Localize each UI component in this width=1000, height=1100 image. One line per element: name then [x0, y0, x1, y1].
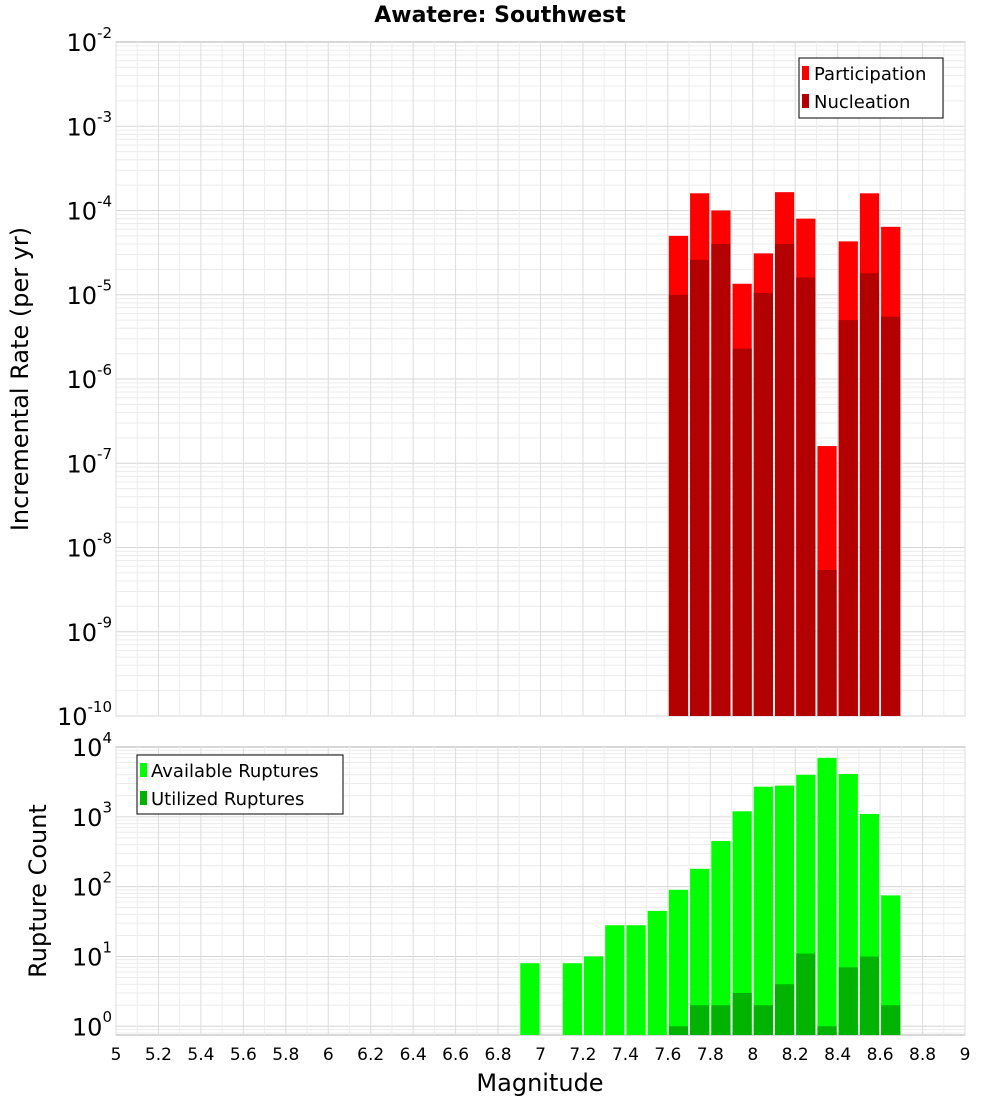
legend-utilized-label: Utilized Ruptures — [151, 789, 304, 810]
bar-available-ruptures — [711, 841, 731, 1035]
x-tick-label: 6.8 — [485, 1045, 512, 1065]
bar-nucleation — [690, 259, 710, 716]
rupture-count-panel: 100 101 102 103 104 5 5.2 5.4 5.6 5.8 6 6.2 6.4 6.6 6… — [24, 729, 970, 1097]
bar-utilized-ruptures — [881, 1005, 901, 1035]
bar-nucleation — [859, 273, 880, 716]
bar-nucleation — [732, 348, 752, 716]
x-tick-label: 7.2 — [569, 1045, 596, 1065]
x-tick-label: 8.2 — [782, 1045, 809, 1065]
bar-nucleation — [774, 244, 795, 717]
y-tick-label: 10-3 — [66, 108, 112, 141]
bar-utilized-ruptures — [753, 1005, 773, 1035]
x-tick-label: 7.8 — [697, 1045, 724, 1065]
legend-participation-label: Participation — [814, 64, 926, 85]
x-axis-label: Magnitude — [476, 1069, 603, 1097]
bottom-bars — [520, 757, 901, 1035]
bar-available-ruptures — [753, 786, 773, 1035]
top-gridlines — [115, 42, 966, 717]
x-tick-label: 7.6 — [654, 1045, 681, 1065]
top-y-axis-label: Incremental Rate (per yr) — [6, 227, 34, 531]
bar-available-ruptures — [562, 963, 582, 1035]
bar-available-ruptures — [647, 910, 667, 1035]
y-tick-label: 10-9 — [66, 614, 112, 647]
y-tick-label: 102 — [72, 868, 112, 901]
bar-available-ruptures — [817, 757, 837, 1035]
x-tick-label: 8.8 — [909, 1045, 936, 1065]
bar-nucleation — [668, 294, 689, 716]
x-tick-label: 8.6 — [867, 1045, 894, 1065]
top-legend-box — [798, 57, 944, 119]
legend-utilized-swatch — [140, 791, 147, 805]
x-tick-labels: 5 5.2 5.4 5.6 5.8 6 6.2 6.4 6.6 6.8 7 7.2 7.4 7.6 7.8 8… — [111, 1045, 971, 1065]
y-tick-label: 10-4 — [66, 192, 112, 225]
x-tick-label: 6.4 — [400, 1045, 427, 1065]
x-tick-label: 5.2 — [145, 1045, 172, 1065]
bar-nucleation — [817, 570, 837, 716]
x-tick-label: 8.4 — [824, 1045, 851, 1065]
y-tick-label: 10-10 — [57, 698, 112, 731]
x-tick-label: 6.6 — [442, 1045, 469, 1065]
legend-nucleation-label: Nucleation — [814, 92, 910, 113]
bar-available-ruptures — [520, 963, 540, 1035]
chart-title: Awatere: Southwest — [374, 3, 626, 28]
top-legend: Participation Nucleation — [798, 57, 944, 119]
y-tick-label: 10-5 — [66, 277, 112, 310]
x-tick-label: 5.6 — [230, 1045, 257, 1065]
x-tick-label: 7 — [535, 1045, 546, 1065]
y-tick-label: 10-8 — [66, 529, 112, 562]
bar-utilized-ruptures — [838, 967, 858, 1035]
legend-nucleation-swatch — [802, 94, 809, 108]
top-y-tick-labels: 10-10 10-9 10-8 10-7 10-6 10-5 10-4 10-3 10-2 — [57, 24, 112, 731]
bottom-y-tick-labels: 100 101 102 103 104 — [72, 729, 112, 1041]
bar-utilized-ruptures — [859, 956, 880, 1035]
x-tick-label: 9 — [960, 1045, 971, 1065]
x-tick-label: 5.8 — [272, 1045, 299, 1065]
y-tick-label: 104 — [72, 729, 112, 762]
bar-nucleation — [838, 320, 858, 716]
bar-utilized-ruptures — [774, 984, 795, 1035]
bar-available-ruptures — [690, 868, 710, 1035]
bar-available-ruptures — [605, 925, 625, 1035]
bar-utilized-ruptures — [732, 992, 752, 1035]
bar-utilized-ruptures — [711, 1005, 731, 1035]
bar-utilized-ruptures — [796, 953, 816, 1035]
y-tick-label: 10-2 — [66, 24, 112, 57]
bar-utilized-ruptures — [817, 1026, 837, 1035]
bar-available-ruptures — [732, 811, 752, 1035]
bar-available-ruptures — [583, 956, 604, 1035]
x-tick-label: 6.2 — [357, 1045, 384, 1065]
x-tick-label: 7.4 — [612, 1045, 639, 1065]
bar-nucleation — [711, 244, 731, 717]
x-tick-label: 8 — [747, 1045, 758, 1065]
y-tick-label: 100 — [72, 1008, 112, 1041]
top-bars — [668, 192, 901, 717]
bottom-legend: Available Ruptures Utilized Ruptures — [136, 754, 344, 815]
bottom-legend-box — [136, 754, 344, 815]
legend-available-swatch — [140, 763, 147, 777]
bar-utilized-ruptures — [690, 1005, 710, 1035]
bar-nucleation — [753, 292, 773, 716]
y-tick-label: 10-6 — [66, 361, 112, 394]
bar-available-ruptures — [774, 785, 795, 1035]
bar-available-ruptures — [668, 889, 689, 1035]
legend-participation-swatch — [802, 66, 809, 80]
y-tick-label: 103 — [72, 799, 112, 832]
y-tick-label: 101 — [72, 938, 112, 971]
bar-nucleation — [881, 316, 901, 716]
bar-available-ruptures — [881, 895, 901, 1035]
bar-available-ruptures — [626, 925, 646, 1035]
incremental-rate-panel: 10-10 10-9 10-8 10-7 10-6 10-5 10-4 10-3 10-2 In… — [6, 24, 966, 731]
y-tick-label: 10-7 — [66, 445, 112, 478]
x-tick-label: 6 — [323, 1045, 334, 1065]
x-tick-label: 5 — [111, 1045, 122, 1065]
bar-nucleation — [796, 277, 816, 716]
x-tick-label: 5.4 — [187, 1045, 214, 1065]
bottom-y-axis-label: Rupture Count — [24, 804, 52, 978]
legend-available-label: Available Ruptures — [151, 761, 319, 782]
bar-utilized-ruptures — [668, 1026, 689, 1035]
